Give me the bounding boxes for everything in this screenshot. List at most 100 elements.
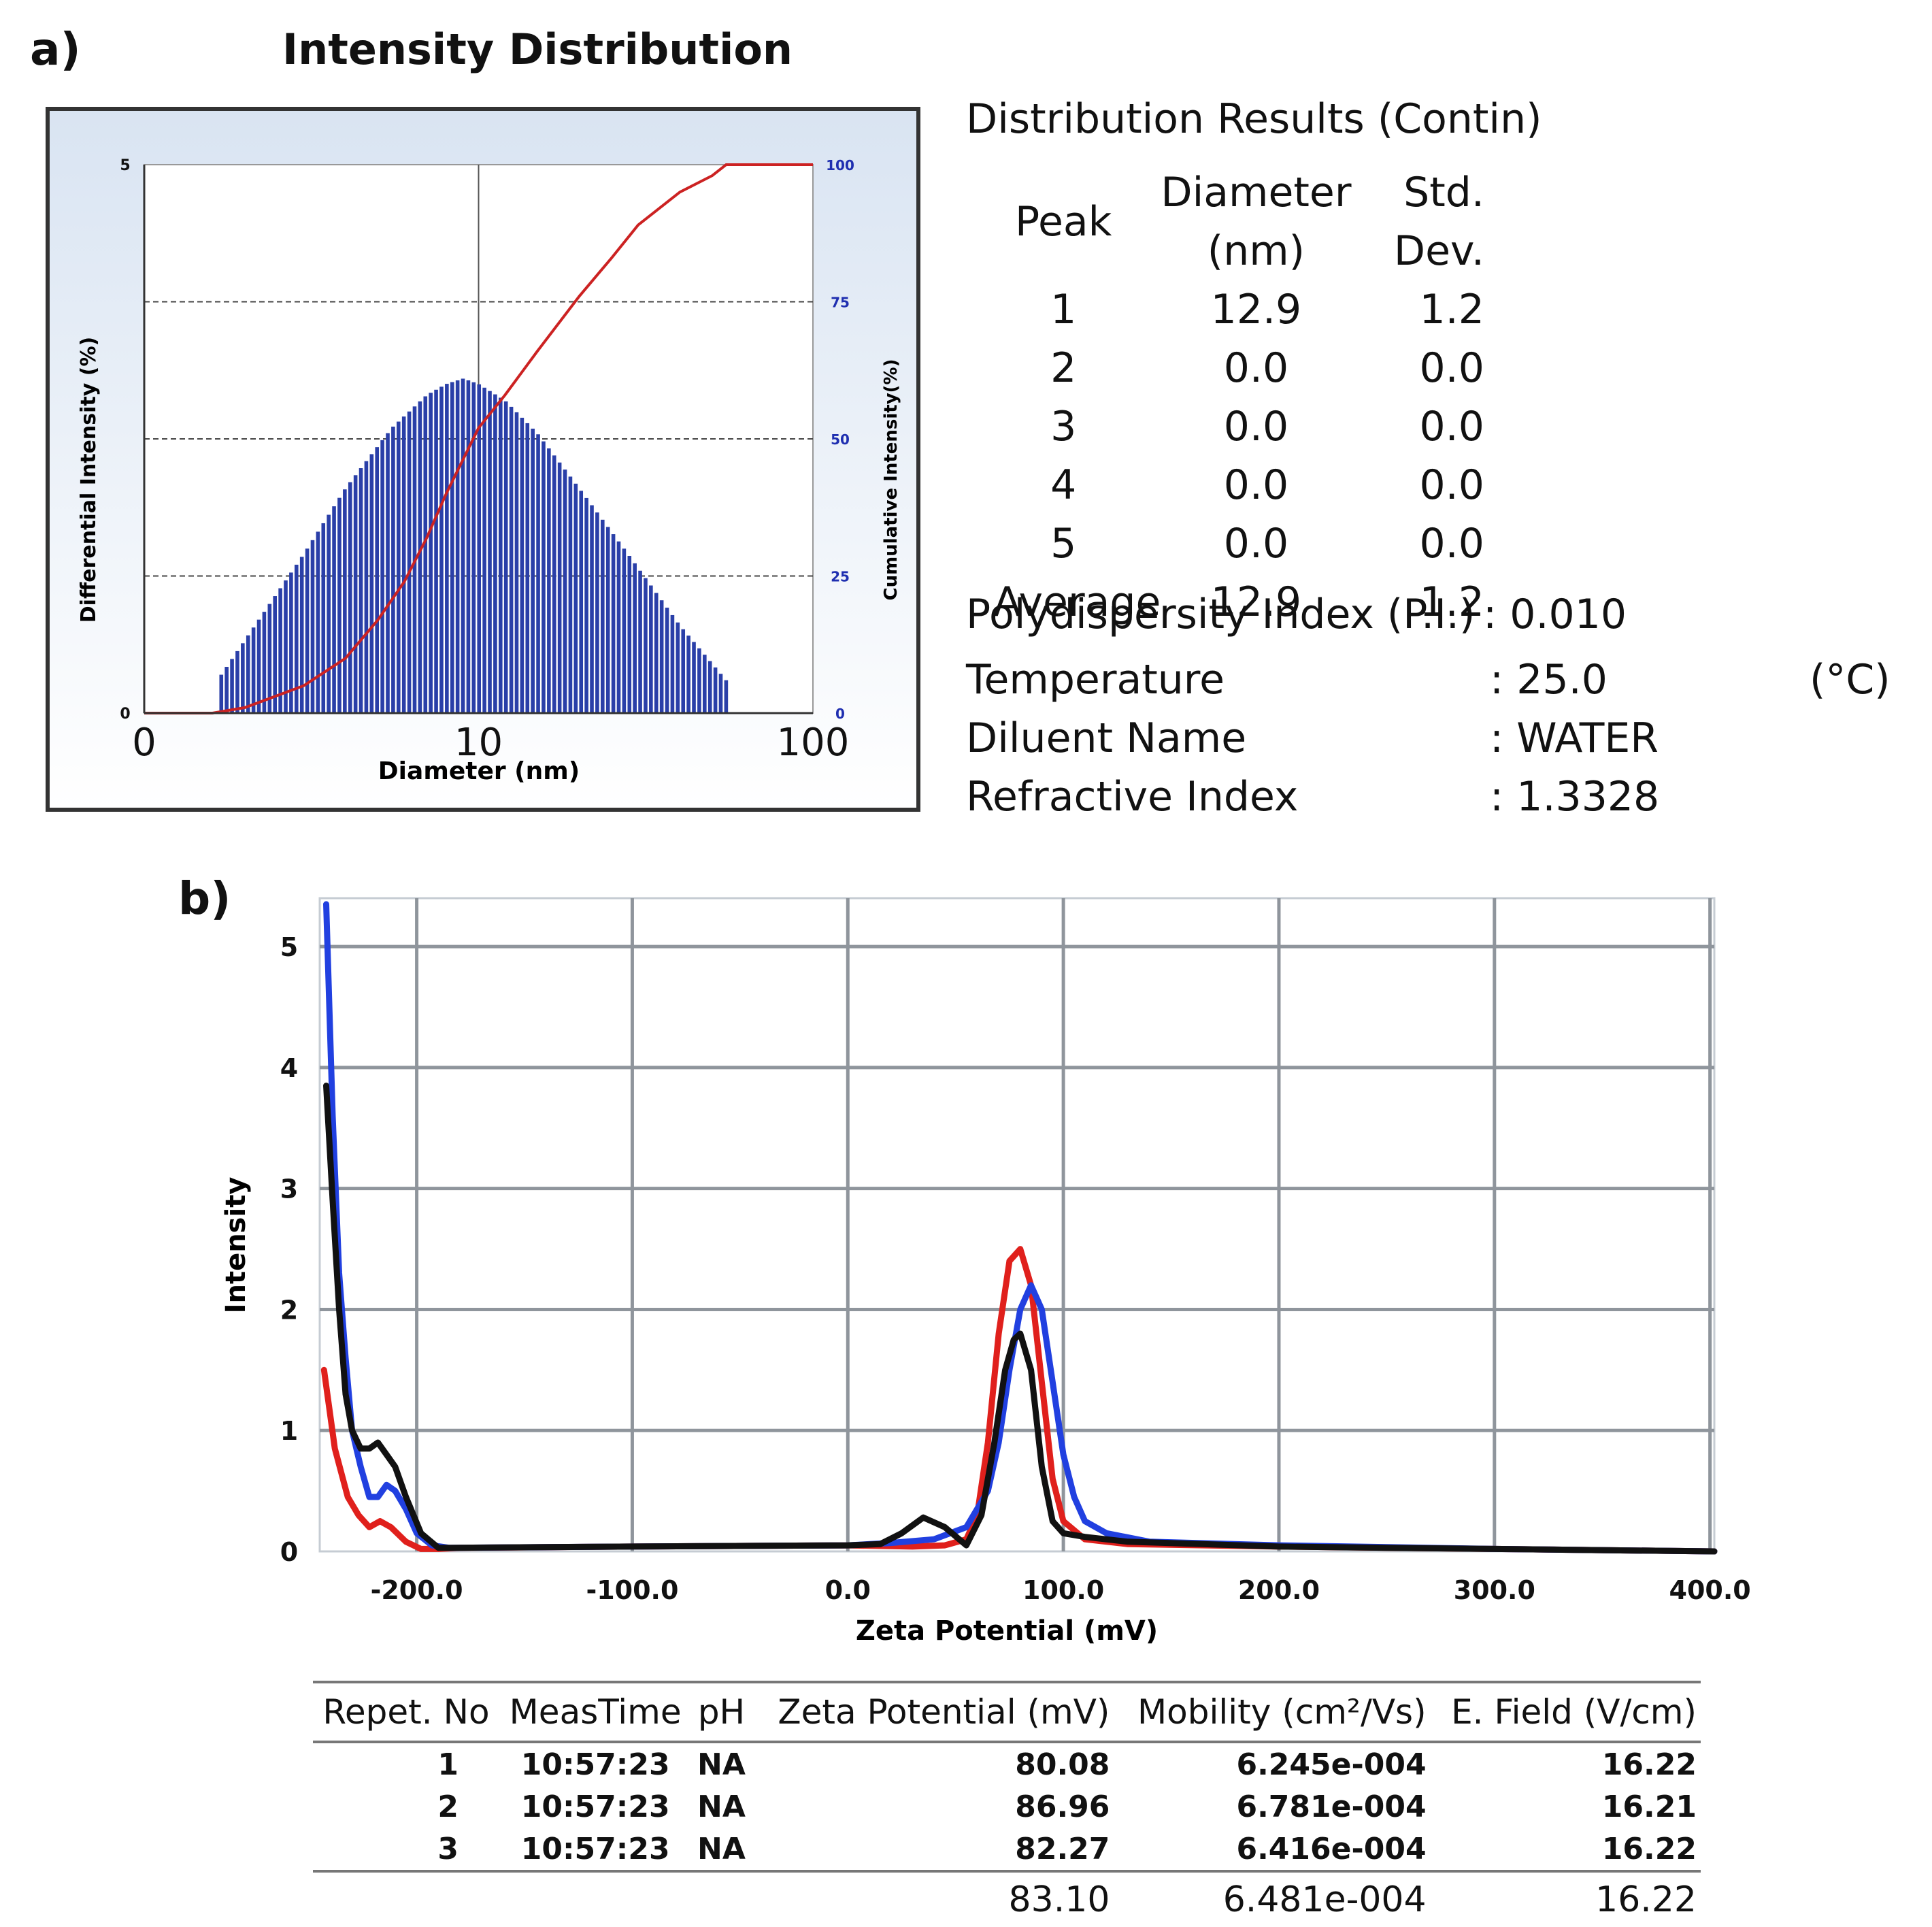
chart-a-bar xyxy=(332,506,336,713)
param-label: Temperature xyxy=(966,656,1225,704)
chart-a-bar xyxy=(289,572,293,713)
diameter-cell: 0.0 xyxy=(1223,403,1289,450)
chart-a-bar xyxy=(493,394,497,713)
chart-a-bar xyxy=(450,382,454,713)
chart-a-bar xyxy=(418,401,422,713)
std-dev-cell: 0.0 xyxy=(1419,403,1484,450)
zeta-potential-cell: 86.96 xyxy=(1015,1789,1110,1824)
mobility-cell: 6.245e-004 xyxy=(1236,1747,1427,1782)
table-row: 2 0.0 0.0 xyxy=(966,339,1484,397)
chart-a-bar xyxy=(509,406,514,713)
chart-a-bar xyxy=(246,635,250,713)
peak-cell: 5 xyxy=(1050,520,1077,567)
chart-b-x-tick-label: 200.0 xyxy=(1238,1575,1320,1605)
chart-b-y-tick-label: 5 xyxy=(280,932,298,962)
diameter-cell: 12.9 xyxy=(1210,286,1302,333)
zeta-potential-cell: 80.08 xyxy=(1015,1747,1110,1782)
chart-b-x-tick-label: 100.0 xyxy=(1022,1575,1104,1605)
std-dev-cell: 1.2 xyxy=(1419,286,1484,333)
header-e-field: E. Field (V/cm) xyxy=(1430,1681,1701,1743)
table-row: 1 12.9 1.2 xyxy=(966,280,1484,339)
chart-a-bar xyxy=(499,397,503,713)
chart-a-bar xyxy=(369,454,374,713)
average-diameter: 12.9 xyxy=(1210,578,1302,626)
ph-cell: NA xyxy=(697,1747,746,1782)
chart-a-bar xyxy=(455,380,460,713)
diameter-cell: 0.0 xyxy=(1223,461,1289,509)
chart-a-bar xyxy=(386,433,390,713)
header-meas-time: MeasTime xyxy=(499,1681,692,1743)
chart-a-bar xyxy=(235,650,239,713)
header-mobility: Mobility (cm²/Vs) xyxy=(1114,1681,1431,1743)
chart-a-bar xyxy=(681,629,686,713)
table-row: 2 10:57:23 NA 86.96 6.781e-004 16.21 xyxy=(313,1785,1701,1828)
avg-repet-no xyxy=(313,1870,499,1927)
ph-cell: NA xyxy=(697,1789,746,1824)
chart-a-bar xyxy=(627,556,632,713)
param-value: : 25.0 xyxy=(1490,656,1608,704)
chart-b-x-tick-label: -100.0 xyxy=(586,1575,678,1605)
param-value: : WATER xyxy=(1490,714,1659,762)
chart-a-bar xyxy=(230,659,234,713)
param-label: Polydispersity Index (P.I.) xyxy=(966,591,1476,638)
chart-a-bar xyxy=(590,505,594,713)
chart-a-bar xyxy=(267,604,272,713)
chart-a-bar xyxy=(251,627,256,713)
panel-b-label: b) xyxy=(178,872,231,925)
mobility-cell: 6.416e-004 xyxy=(1236,1831,1427,1866)
chart-a-bar xyxy=(305,548,310,713)
chart-b-y-tick-label: 0 xyxy=(280,1537,298,1567)
param-label: Diluent Name xyxy=(966,714,1247,762)
chart-a-bar xyxy=(256,619,261,713)
chart-a-bar xyxy=(703,655,707,713)
chart-a-bar xyxy=(224,667,229,713)
chart-a-bar xyxy=(665,608,669,713)
chart-a-bar xyxy=(488,391,492,713)
chart-a-bar xyxy=(391,426,395,713)
chart-a-y2-tick-label: 25 xyxy=(831,569,850,585)
meas-time-cell: 10:57:23 xyxy=(520,1831,670,1866)
chart-a-bar xyxy=(520,417,524,713)
chart-b-y-tick-label: 3 xyxy=(280,1174,298,1204)
chart-a-bar xyxy=(375,447,380,713)
avg-e-field: 16.22 xyxy=(1430,1870,1701,1927)
repet-no-cell: 2 xyxy=(437,1789,459,1824)
zeta-results-table: Repet. No MeasTime pH Zeta Potential (mV… xyxy=(313,1681,1701,1927)
chart-a-bar xyxy=(713,667,718,713)
average-label: Average xyxy=(993,578,1161,626)
zeta-table-header: Repet. No MeasTime pH Zeta Potential (mV… xyxy=(313,1681,1701,1743)
zeta-potential-cell: 82.27 xyxy=(1015,1831,1110,1866)
chart-a-bar xyxy=(649,585,653,713)
chart-b-series-3-line xyxy=(323,1083,1718,1555)
chart-a-bar xyxy=(294,564,299,713)
chart-a-bar xyxy=(605,527,610,713)
chart-a-bar xyxy=(310,540,315,713)
std-dev-cell: 0.0 xyxy=(1419,520,1484,567)
chart-a-bar xyxy=(461,378,465,713)
chart-a-cumulative-line xyxy=(144,163,813,714)
chart-a-bar xyxy=(327,514,331,713)
ph-cell: NA xyxy=(697,1831,746,1866)
average-std-dev: 1.2 xyxy=(1419,578,1484,626)
e-field-cell: 16.21 xyxy=(1601,1789,1697,1824)
chart-a-bar xyxy=(429,393,433,713)
table-row-average: 83.10 6.481e-004 16.22 xyxy=(313,1870,1701,1927)
chart-a-bar xyxy=(353,475,358,713)
chart-a-bar xyxy=(579,491,584,713)
chart-a-bar xyxy=(633,563,637,713)
header-ph: pH xyxy=(691,1681,752,1743)
chart-a-bar xyxy=(471,382,476,713)
table-row: 5 0.0 0.0 xyxy=(966,514,1484,573)
avg-meas-time xyxy=(499,1870,692,1927)
chart-a-bar xyxy=(482,387,486,713)
chart-a-bar xyxy=(299,557,304,713)
distribution-results-title: Distribution Results (Contin) xyxy=(966,95,1542,143)
header-std-dev: Std. Dev. xyxy=(1393,169,1484,275)
chart-a-bar xyxy=(676,622,680,713)
avg-ph xyxy=(691,1870,752,1927)
chart-a-bar xyxy=(531,428,535,713)
chart-a-bar xyxy=(343,489,347,713)
chart-b-x-tick-label: -200.0 xyxy=(371,1575,463,1605)
chart-a-bar xyxy=(364,461,369,713)
chart-a-y2-tick-label: 50 xyxy=(831,431,850,448)
